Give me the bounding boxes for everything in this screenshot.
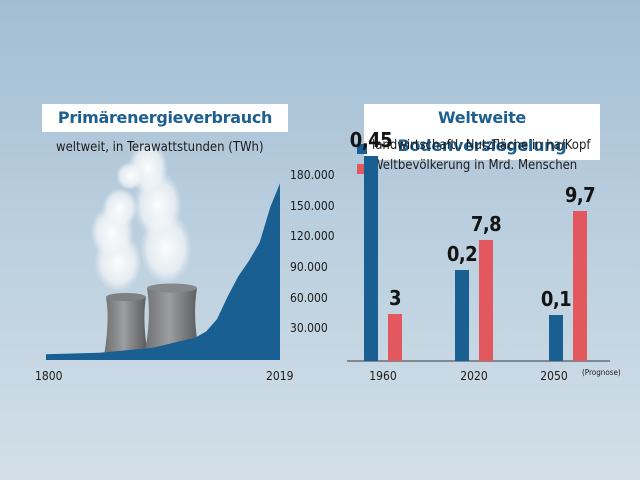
data-label: 3	[388, 286, 402, 311]
x-tick-end: 2019	[266, 369, 294, 383]
data-label: 0,2	[446, 241, 478, 266]
legend-label-blue: landwirtschaftl. Nutzfläche in ha/Kopf	[372, 138, 591, 153]
data-label: 7,8	[470, 212, 502, 236]
energy-chart-subtitle: weltweit, in Terawattstunden (TWh)	[56, 140, 264, 155]
legend-label-red: Weltbevölkerung in Mrd. Menschen	[372, 158, 578, 173]
y-tick-label: 30.000	[290, 321, 328, 336]
bar-blue-1960	[364, 156, 378, 361]
x-tick-start: 1800	[35, 369, 63, 383]
category-note: (Prognose)	[582, 368, 621, 377]
y-tick-label: 90.000	[290, 260, 328, 274]
y-tick-label: 150.000	[290, 198, 335, 213]
bar-red-2050	[573, 210, 587, 361]
bar-blue-2020	[455, 269, 469, 361]
data-label: 0,1	[540, 287, 572, 312]
category-label: 1960	[369, 369, 397, 383]
soil-chart-title: Weltweite Bodenversiegelung	[364, 104, 600, 160]
bar-red-2020	[479, 240, 493, 361]
bar-blue-2050	[549, 315, 563, 361]
legend-swatch-red	[357, 164, 367, 174]
steam-cloud-illustration	[90, 142, 192, 292]
bar-red-1960	[388, 314, 402, 361]
legend-swatch-blue	[357, 144, 367, 154]
y-tick-label: 120.000	[290, 229, 335, 244]
category-label: 2050	[540, 369, 568, 383]
y-tick-label: 60.000	[290, 290, 328, 305]
data-label: 0,45	[349, 128, 393, 152]
category-label: 2020	[460, 369, 488, 383]
energy-chart-title: Primärenergieverbrauch	[42, 104, 288, 132]
energy-area	[46, 183, 280, 360]
y-tick-label: 180.000	[290, 168, 335, 182]
data-label: 9,7	[564, 182, 596, 207]
